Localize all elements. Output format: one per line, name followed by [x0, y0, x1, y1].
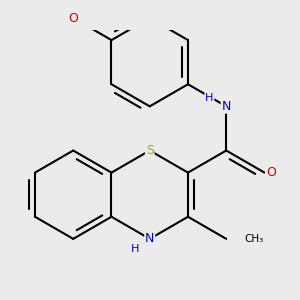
Text: H: H	[131, 244, 139, 254]
Text: O: O	[68, 11, 78, 25]
Text: H: H	[205, 93, 214, 103]
Text: N: N	[145, 232, 154, 245]
Text: O: O	[266, 166, 276, 179]
Text: S: S	[146, 144, 154, 157]
Text: N: N	[221, 100, 231, 113]
Text: CH₃: CH₃	[244, 234, 263, 244]
